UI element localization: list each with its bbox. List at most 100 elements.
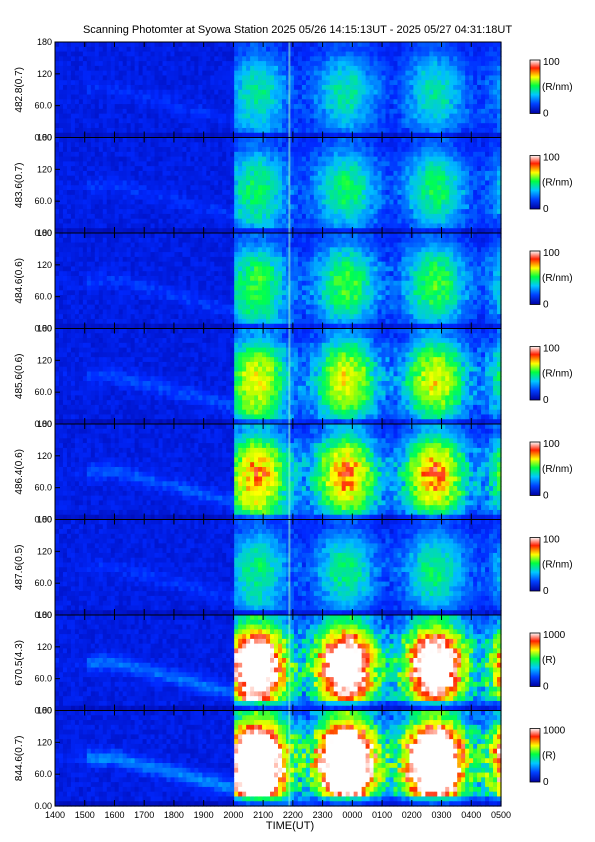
- heat-cell: [222, 84, 227, 91]
- heat-cell: [58, 275, 64, 282]
- heat-cell: [258, 190, 263, 196]
- heat-cell: [202, 127, 207, 134]
- heat-cell: [377, 204, 383, 210]
- heat-cell: [222, 194, 227, 201]
- heat-cell: [154, 94, 160, 100]
- heat-cell: [289, 75, 295, 81]
- heat-cell: [90, 213, 96, 220]
- heat-cell: [74, 113, 80, 120]
- heat-cell: [397, 75, 403, 81]
- heat-cell: [66, 285, 72, 291]
- heat-cell: [222, 147, 227, 153]
- heat-cell: [206, 104, 211, 110]
- heat-cell: [317, 65, 323, 72]
- heat-cell: [122, 199, 128, 205]
- heat-cell: [154, 65, 160, 72]
- heat-cell: [70, 309, 76, 315]
- heat-cell: [55, 223, 60, 229]
- heat-cell: [405, 161, 411, 167]
- heat-cell: [62, 242, 68, 248]
- heat-cell: [281, 70, 287, 77]
- heat-cell: [481, 42, 486, 48]
- heat-cell: [445, 89, 450, 96]
- heat-cell: [389, 161, 395, 167]
- heat-cell: [55, 314, 60, 320]
- heat-cell: [369, 166, 375, 172]
- heat-cell: [274, 204, 279, 210]
- heat-cell: [162, 94, 168, 100]
- heat-cell: [246, 147, 251, 153]
- heat-cell: [102, 89, 108, 96]
- heat-cell: [345, 156, 351, 162]
- heat-cell: [473, 147, 478, 153]
- heat-cell: [353, 94, 359, 100]
- heat-cell: [266, 137, 271, 143]
- heat-cell: [90, 147, 96, 153]
- heat-cell: [210, 123, 215, 129]
- heat-cell: [94, 190, 100, 196]
- heat-cell: [78, 237, 84, 244]
- heat-cell: [62, 108, 68, 115]
- heat-cell: [365, 170, 371, 177]
- heat-cell: [385, 142, 391, 148]
- heat-cell: [465, 209, 470, 215]
- heat-cell: [82, 113, 88, 120]
- heat-cell: [429, 94, 434, 100]
- heat-cell: [94, 166, 100, 172]
- heat-cell: [429, 199, 434, 205]
- heat-cell: [385, 46, 391, 53]
- heat-cell: [86, 70, 92, 77]
- heat-cell: [174, 223, 180, 229]
- heat-cell: [481, 156, 486, 162]
- heat-cell: [178, 46, 184, 53]
- heat-cell: [473, 42, 478, 48]
- heat-cell: [134, 218, 140, 225]
- heat-cell: [289, 104, 295, 110]
- heat-cell: [345, 209, 351, 215]
- heat-cell: [393, 166, 399, 172]
- heat-cell: [146, 218, 152, 225]
- heat-cell: [349, 70, 355, 77]
- heat-cell: [130, 51, 136, 57]
- heat-cell: [102, 108, 108, 115]
- heat-cell: [262, 104, 267, 110]
- heat-cell: [297, 209, 303, 215]
- heat-cell: [449, 61, 454, 67]
- heat-cell: [397, 84, 403, 91]
- heat-cell: [90, 46, 96, 53]
- heat-cell: [202, 51, 207, 57]
- heat-cell: [58, 318, 64, 325]
- heat-cell: [433, 51, 438, 57]
- heat-cell: [437, 99, 442, 105]
- heat-cell: [461, 147, 466, 153]
- heat-cell: [341, 80, 347, 86]
- heat-cell: [122, 118, 128, 124]
- heat-cell: [293, 170, 299, 177]
- heat-cell: [150, 209, 156, 215]
- heat-cell: [162, 166, 168, 172]
- heat-cell: [317, 213, 323, 220]
- heat-cell: [162, 70, 168, 77]
- heat-cell: [94, 127, 100, 134]
- heat-cell: [218, 56, 223, 62]
- heat-cell: [154, 151, 160, 158]
- heat-cell: [110, 175, 116, 182]
- heat-cell: [317, 228, 323, 234]
- heat-cell: [134, 104, 140, 110]
- heat-cell: [329, 51, 335, 57]
- heat-cell: [405, 46, 411, 53]
- heat-cell: [106, 175, 112, 182]
- heat-cell: [465, 89, 470, 96]
- heat-cell: [114, 309, 120, 315]
- heat-cell: [254, 161, 259, 167]
- heat-cell: [417, 65, 422, 72]
- heat-cell: [102, 175, 108, 182]
- heat-cell: [66, 99, 72, 105]
- heat-cell: [461, 194, 466, 201]
- heat-cell: [106, 99, 112, 105]
- heat-cell: [289, 190, 295, 196]
- heat-cell: [214, 218, 219, 225]
- heat-cell: [250, 99, 255, 105]
- heat-cell: [74, 161, 80, 167]
- heat-cell: [389, 99, 395, 105]
